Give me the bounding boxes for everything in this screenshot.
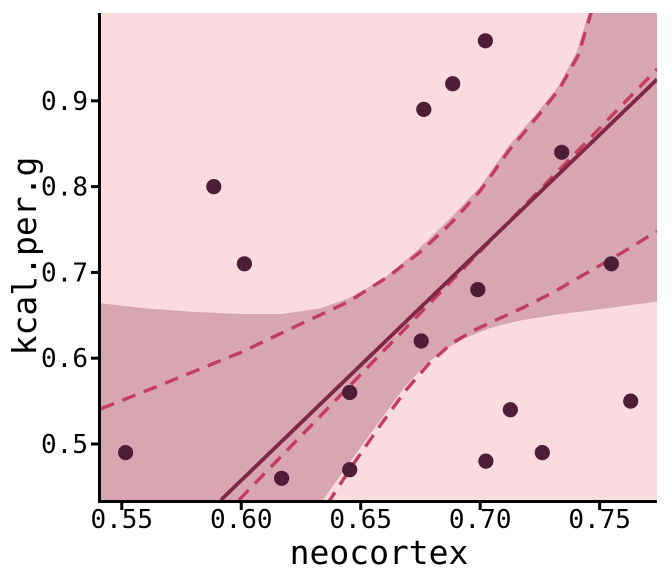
y-tick-label: 0.7 <box>41 258 88 288</box>
confidence-band <box>101 13 657 500</box>
y-tick-label: 0.6 <box>41 344 88 374</box>
data-point <box>274 470 290 486</box>
shaded-interval-region <box>101 13 657 500</box>
data-point <box>534 445 550 461</box>
data-point <box>470 282 486 298</box>
data-point <box>502 402 518 418</box>
solid-regression-line <box>219 78 657 500</box>
dashed-regression-line <box>237 67 657 500</box>
y-axis-label: kcal.per.g <box>5 157 44 356</box>
data-point <box>603 256 620 272</box>
data-point <box>236 256 252 272</box>
data-point <box>342 384 358 401</box>
interval-curves <box>101 13 657 500</box>
y-tick-label: 0.9 <box>41 87 88 117</box>
x-tick-label: 0.55 <box>90 505 153 535</box>
data-point <box>554 144 570 160</box>
data-point <box>342 462 358 478</box>
y-tick-label: 0.8 <box>41 173 88 203</box>
y-tick-label: 0.5 <box>41 430 88 460</box>
x-axis-label: neocortex <box>290 533 469 572</box>
x-tick-label: 0.65 <box>329 505 392 535</box>
data-points <box>118 33 639 486</box>
x-tick-label: 0.60 <box>210 505 273 535</box>
data-point <box>413 333 429 349</box>
data-point <box>445 76 461 92</box>
data-point <box>416 101 432 117</box>
data-point <box>477 33 493 49</box>
data-point <box>118 445 134 461</box>
axes <box>98 13 657 503</box>
upper-dashed-interval-line <box>101 13 593 411</box>
x-tick-label: 0.75 <box>568 505 631 535</box>
y-axis-ticks: 0.5 0.6 0.7 0.8 0.9 <box>41 87 98 460</box>
x-axis-ticks: 0.55 0.60 0.65 0.70 0.75 <box>90 503 631 535</box>
data-point <box>623 393 639 409</box>
data-point <box>478 453 494 469</box>
data-point <box>206 179 222 195</box>
lower-dashed-interval-line <box>327 229 657 500</box>
x-tick-label: 0.70 <box>449 505 512 535</box>
